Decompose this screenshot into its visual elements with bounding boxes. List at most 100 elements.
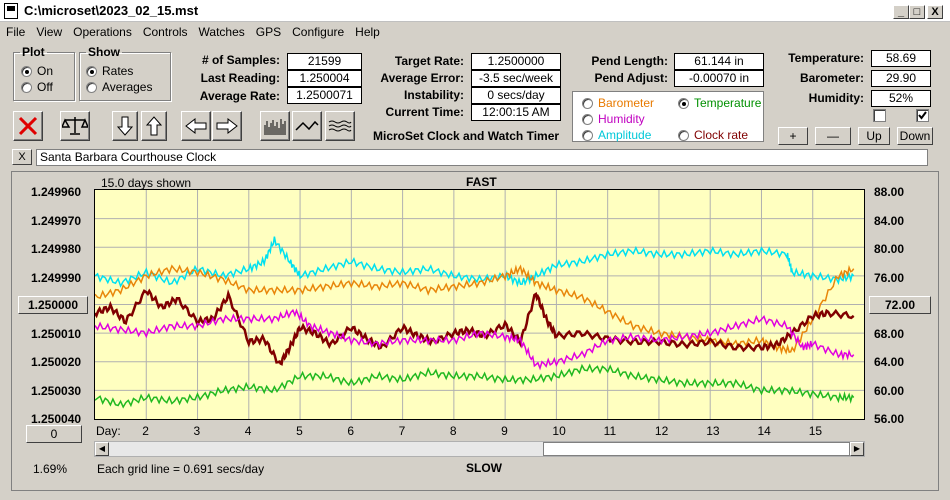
average-error-label: Average Error: — [380, 71, 464, 85]
app-icon — [4, 3, 18, 19]
arrow-left-button[interactable] — [181, 111, 211, 141]
horizontal-scrollbar[interactable]: ◀ ▶ — [94, 441, 865, 457]
menu-operations[interactable]: Operations — [73, 25, 132, 39]
y-right-center-button[interactable]: 72.00 — [869, 296, 931, 314]
series-line-temperature — [94, 363, 855, 409]
check-icon — [918, 111, 927, 120]
radio-label: Rates — [102, 64, 134, 78]
menu-configure[interactable]: Configure — [292, 25, 345, 39]
title-bar: C:\microset\2023_02_15.mst _ □ X — [0, 0, 950, 22]
zero-button[interactable]: 0 — [26, 425, 82, 443]
menu-watches[interactable]: Watches — [198, 25, 245, 39]
clock-name-input[interactable]: Santa Barbara Courthouse Clock — [36, 149, 928, 166]
samples-label: # of Samples: — [201, 53, 280, 67]
series-line-humidity — [94, 308, 855, 371]
menu-gps[interactable]: GPS — [255, 25, 282, 39]
bar-graph-icon — [264, 119, 286, 135]
target-rate-label: Target Rate: — [394, 54, 464, 68]
target-rate-field[interactable]: 1.2500000 — [471, 53, 561, 70]
corner-value: 1.69% — [33, 462, 68, 476]
select-amplitude-radio[interactable]: Amplitude — [582, 128, 651, 142]
x-tick-label: 10 — [552, 424, 566, 438]
x-tick-label: 13 — [706, 424, 720, 438]
line-graph-button[interactable] — [292, 111, 322, 141]
plot-group-title: Plot — [22, 45, 45, 59]
scroll-right-arrow-icon[interactable]: ▶ — [850, 442, 864, 456]
arrow-left-icon — [185, 118, 207, 134]
average-error-field: -3.5 sec/week — [471, 70, 561, 87]
y-left-tick: 1.249990 — [31, 271, 82, 285]
y-right-tick: 68.00 — [874, 327, 905, 341]
y-right-tick: 80.00 — [874, 242, 905, 256]
current-time-field: 12:00:15 AM — [471, 104, 561, 121]
menu-file[interactable]: File — [6, 25, 26, 39]
y-left-center-button[interactable]: 1.250000 — [18, 296, 88, 314]
menu-controls[interactable]: Controls — [142, 25, 188, 39]
menu-bar: File View Operations Controls Watches GPS Conf… — [0, 22, 950, 42]
clear-clock-button[interactable]: X — [12, 149, 32, 165]
plot-on-radio[interactable]: On — [21, 64, 53, 78]
arrow-right-button[interactable] — [212, 111, 242, 141]
minus-button[interactable]: — — [815, 127, 851, 145]
series-line-barometer — [94, 264, 855, 356]
temperature-field: 58.69 — [871, 50, 931, 67]
y-left-tick: 1.250040 — [31, 412, 82, 426]
y-left-tick: 1.249960 — [31, 185, 82, 199]
bar-graph-button[interactable] — [260, 111, 290, 141]
scale-icon — [62, 117, 88, 135]
down-button[interactable]: Down — [897, 127, 933, 145]
select-barometer-radio[interactable]: Barometer — [582, 96, 654, 110]
arrow-down-icon — [117, 116, 133, 136]
radio-dot — [582, 97, 593, 109]
y-left-tick: 1.250030 — [31, 384, 82, 398]
select-humidity-radio[interactable]: Humidity — [582, 112, 645, 126]
show-group: Show — [79, 45, 171, 101]
show-group-title: Show — [88, 45, 120, 59]
show-averages-radio[interactable]: Averages — [86, 80, 152, 94]
pend-adjust-field: -0.00070 in — [674, 70, 764, 87]
wave-graph-icon — [328, 120, 352, 132]
barometer-label: Barometer: — [799, 71, 864, 85]
balance-button[interactable] — [60, 111, 90, 141]
x-tick-label: 11 — [603, 424, 617, 438]
plot-group: Plot — [13, 45, 75, 101]
radio-label: On — [37, 64, 54, 78]
checkbox-left[interactable] — [873, 109, 886, 122]
minimize-button[interactable]: _ — [893, 5, 909, 19]
arrow-up-button[interactable] — [141, 111, 167, 141]
radio-label: Clock rate — [694, 128, 749, 142]
menu-view[interactable]: View — [36, 25, 63, 39]
arrow-up-icon — [146, 116, 162, 136]
stop-button[interactable] — [13, 111, 43, 141]
close-button[interactable]: X — [927, 5, 943, 19]
x-tick-label: 14 — [757, 424, 771, 438]
scroll-thumb[interactable] — [543, 442, 850, 456]
rate-chart — [93, 190, 864, 419]
select-clock-rate-radio[interactable]: Clock rate — [678, 128, 748, 142]
x-axis-label: Day: — [96, 424, 121, 438]
x-tick-label: 12 — [654, 424, 669, 438]
radio-dot — [678, 97, 689, 109]
plot-area — [93, 189, 865, 420]
pend-adjust-label: Pend Adjust: — [594, 71, 668, 85]
last-reading-label: Last Reading: — [200, 71, 280, 85]
y-right-tick: 64.00 — [874, 355, 905, 369]
wave-graph-button[interactable] — [325, 111, 355, 141]
show-rates-radio[interactable]: Rates — [86, 64, 133, 78]
radio-label: Barometer — [598, 96, 655, 110]
select-temperature-radio[interactable]: Temperature — [678, 96, 761, 110]
average-rate-field: 1.2500071 — [287, 87, 362, 104]
menu-help[interactable]: Help — [355, 25, 380, 39]
arrow-down-button[interactable] — [112, 111, 138, 141]
temperature-label: Temperature: — [788, 51, 864, 65]
plus-button[interactable]: + — [778, 127, 808, 145]
checkbox-right[interactable] — [916, 109, 929, 122]
radio-dot — [21, 65, 32, 77]
y-left-tick: 1.250010 — [31, 327, 82, 341]
plot-off-radio[interactable]: Off — [21, 80, 53, 94]
y-left-tick: 1.249970 — [31, 214, 82, 228]
up-button[interactable]: Up — [858, 127, 890, 145]
maximize-button[interactable]: □ — [909, 5, 925, 19]
radio-label: Temperature — [694, 96, 762, 110]
scroll-left-arrow-icon[interactable]: ◀ — [95, 442, 109, 456]
